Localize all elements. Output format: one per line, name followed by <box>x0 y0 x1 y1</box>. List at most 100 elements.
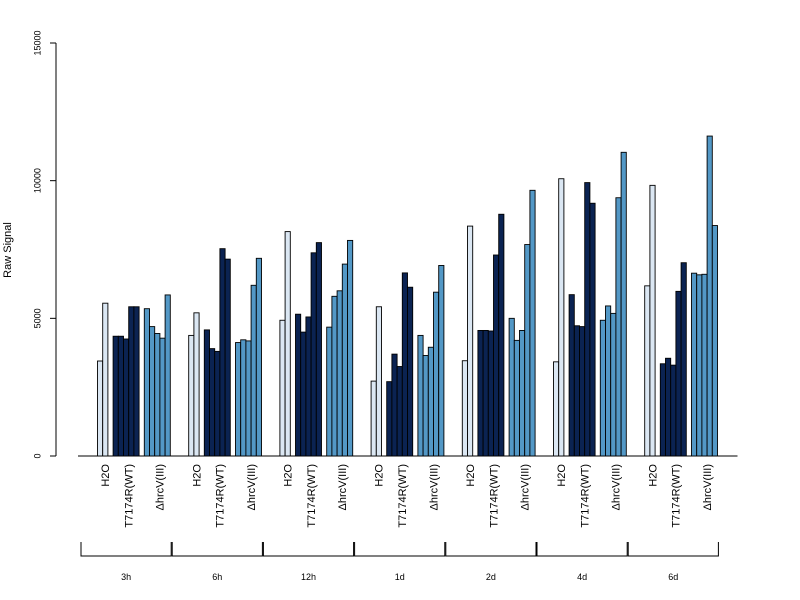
y-tick-label: 10000 <box>32 168 42 193</box>
bar <box>467 225 474 457</box>
y-axis-label: Raw Signal <box>2 222 14 278</box>
bar <box>326 326 333 457</box>
bar <box>427 346 434 457</box>
bar <box>599 319 606 457</box>
time-label: 3h <box>121 572 131 582</box>
bar <box>665 357 672 457</box>
bar <box>112 335 119 457</box>
bar <box>300 331 307 457</box>
bar <box>128 306 135 457</box>
bar <box>315 242 322 457</box>
group-bracket <box>262 542 355 557</box>
bar <box>659 363 666 457</box>
bar <box>644 285 651 457</box>
bar <box>370 380 377 457</box>
bar <box>553 361 560 457</box>
bar <box>396 366 403 457</box>
bar <box>568 294 575 457</box>
bar <box>675 290 682 457</box>
bar <box>401 272 408 457</box>
bar <box>149 326 156 457</box>
sample-label: T7174R(WT) <box>580 464 592 528</box>
bar <box>605 305 612 457</box>
sample-label: ΔhrcV(III) <box>611 464 623 510</box>
labels-layer: H2O T7174R(WT) ΔhrcV(III) 3h H2O T7174R(WT) Δh… <box>80 464 719 582</box>
bar <box>482 329 489 457</box>
time-label: 2d <box>486 572 496 582</box>
bar <box>407 286 414 457</box>
bar <box>347 239 354 457</box>
sample-label: H2O <box>283 464 295 487</box>
bar <box>558 178 565 457</box>
bar <box>219 248 226 457</box>
sample-label: H2O <box>100 464 112 487</box>
sample-label: H2O <box>647 464 659 487</box>
bar <box>610 312 617 457</box>
bar <box>235 342 242 457</box>
bar <box>224 258 231 457</box>
group-bracket <box>627 542 719 557</box>
bar <box>508 317 515 457</box>
group-bracket <box>445 542 537 557</box>
bar <box>417 334 424 457</box>
bar <box>422 355 429 457</box>
time-label: 6h <box>212 572 222 582</box>
sample-label: H2O <box>556 464 568 487</box>
bar <box>391 353 398 457</box>
bar <box>295 313 302 457</box>
bar <box>255 257 262 457</box>
bar <box>284 231 291 457</box>
bar <box>279 319 286 457</box>
bar <box>680 262 687 457</box>
group-bracket <box>171 542 263 557</box>
bar <box>214 350 221 457</box>
y-tick-label: 5000 <box>32 308 42 328</box>
time-label: 12h <box>301 572 316 582</box>
sample-label: T7174R(WT) <box>397 464 409 528</box>
group-bracket <box>354 542 446 557</box>
bar <box>487 330 494 457</box>
bar <box>102 302 109 457</box>
bar <box>691 272 698 457</box>
bar <box>305 316 312 457</box>
sample-label: H2O <box>374 464 386 487</box>
bar <box>649 184 656 457</box>
bar <box>143 308 150 457</box>
sample-label: ΔhrcV(III) <box>337 464 349 510</box>
bar <box>341 263 348 457</box>
bar <box>579 326 586 457</box>
sample-label: T7174R(WT) <box>124 464 136 528</box>
time-label: 4d <box>577 572 587 582</box>
bar <box>250 284 257 457</box>
sample-label: T7174R(WT) <box>488 464 500 528</box>
sample-label: ΔhrcV(III) <box>428 464 440 510</box>
bar <box>97 360 104 457</box>
bar <box>154 333 161 457</box>
sample-label: ΔhrcV(III) <box>702 464 714 510</box>
bar <box>123 338 130 457</box>
bar <box>117 335 124 457</box>
bar <box>620 151 627 457</box>
bar <box>589 202 596 457</box>
bar <box>433 291 440 457</box>
bar <box>670 364 677 457</box>
bar <box>573 325 580 457</box>
bar <box>203 329 210 457</box>
sample-label: ΔhrcV(III) <box>155 464 167 510</box>
bar <box>706 135 713 457</box>
bar <box>245 340 252 457</box>
sample-label: T7174R(WT) <box>215 464 227 528</box>
sample-label: H2O <box>465 464 477 487</box>
bar <box>584 182 591 457</box>
bar <box>615 197 622 457</box>
bar <box>240 339 247 457</box>
bar <box>701 273 708 457</box>
bar <box>331 295 338 457</box>
bar <box>438 265 445 457</box>
bar <box>524 244 531 457</box>
sample-label: H2O <box>191 464 203 487</box>
bar <box>310 252 317 457</box>
bar <box>519 329 526 457</box>
bar <box>461 360 468 457</box>
